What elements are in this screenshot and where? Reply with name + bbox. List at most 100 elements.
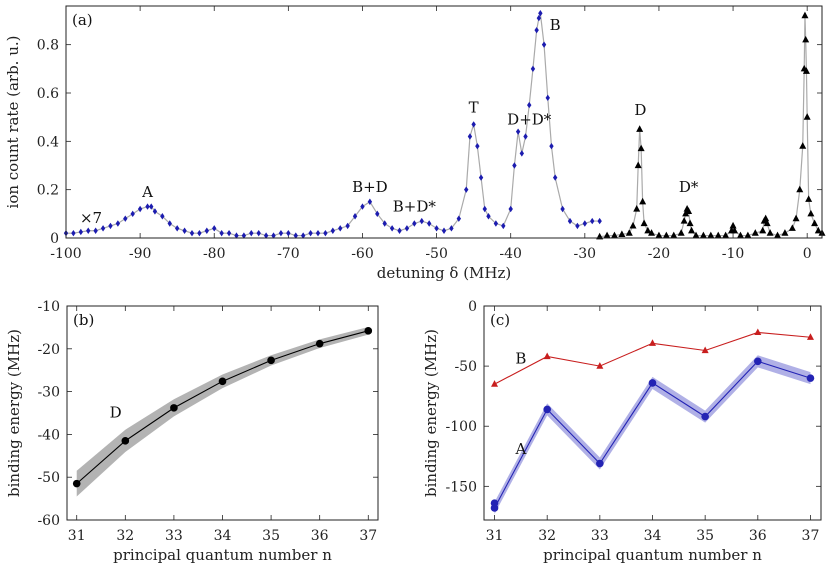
data-point	[182, 227, 187, 234]
x-tick-label: 33	[591, 528, 609, 544]
x-tick-label: 37	[802, 528, 820, 544]
series-1	[596, 11, 826, 240]
x-tick-label: 32	[116, 528, 134, 544]
x-axis-label: detuning δ (MHz)	[377, 264, 512, 282]
data-point	[677, 229, 685, 236]
data-point	[637, 144, 645, 152]
annotation-label: A	[141, 183, 153, 201]
data-point	[754, 357, 762, 366]
data-point	[781, 229, 789, 236]
data-point	[722, 231, 730, 239]
data-point	[441, 227, 447, 234]
data-point	[130, 210, 135, 218]
x-tick-label: -70	[277, 246, 300, 262]
data-point	[123, 215, 128, 222]
data-point	[491, 380, 499, 387]
annotation-label: B	[515, 350, 526, 368]
x-tick-label: 31	[486, 528, 504, 544]
data-point	[549, 142, 554, 150]
data-point	[754, 328, 762, 336]
data-point	[685, 207, 693, 215]
data-point	[490, 499, 499, 507]
annotation-label: D+D*	[507, 110, 552, 128]
data-point	[308, 229, 313, 237]
panel-label: (b)	[73, 311, 94, 329]
data-point	[629, 221, 637, 229]
data-point	[352, 213, 358, 220]
data-point	[467, 133, 473, 140]
y-tick-label: -40	[37, 427, 60, 443]
data-point	[759, 226, 767, 234]
data-point	[662, 231, 670, 239]
data-point	[648, 379, 657, 387]
data-point	[534, 26, 539, 34]
scale-note: ×7	[80, 209, 102, 227]
data-point	[597, 217, 602, 225]
data-point	[160, 213, 165, 220]
panel-label: (c)	[490, 311, 510, 329]
data-point	[751, 229, 759, 236]
y-tick-label: 0.2	[37, 183, 59, 199]
annotation-label: D	[634, 101, 646, 119]
series-line	[599, 15, 823, 238]
x-tick-label: -60	[351, 246, 374, 262]
data-point	[807, 209, 815, 217]
data-point	[456, 215, 462, 222]
y-axis-label: binding energy (MHz)	[5, 329, 23, 497]
data-point	[471, 121, 476, 128]
series-0	[491, 328, 814, 387]
annotation-label: B+D*	[393, 197, 437, 215]
data-point	[766, 229, 774, 236]
data-point	[197, 229, 202, 237]
data-point	[267, 356, 275, 365]
data-point	[512, 162, 517, 169]
x-tick-label: 34	[644, 528, 662, 544]
x-tick-label: -80	[203, 246, 226, 262]
y-tick-label: -50	[37, 470, 60, 486]
data-point	[806, 333, 814, 340]
data-point	[680, 217, 688, 224]
panel-b: 31 32 33 34 35 36 37 -60 -50 -40 -30 -20 -10 principa…	[5, 299, 379, 564]
data-point	[271, 232, 276, 239]
x-tick-label: -100	[50, 246, 81, 262]
data-point	[345, 222, 350, 230]
data-point	[360, 203, 365, 210]
data-point	[71, 229, 76, 237]
y-tick-label: 0.4	[37, 134, 59, 150]
data-point	[543, 405, 551, 414]
y-tick-label: -100	[446, 419, 477, 435]
data-point	[137, 205, 143, 213]
data-point	[644, 226, 652, 234]
data-point	[527, 101, 532, 109]
data-point	[263, 232, 269, 239]
data-point	[167, 220, 172, 227]
data-point	[523, 133, 528, 140]
data-point	[501, 222, 506, 230]
x-tick-label: -10	[722, 246, 745, 262]
data-point	[655, 231, 663, 239]
data-point	[100, 225, 106, 232]
data-point	[170, 404, 178, 412]
data-point	[618, 230, 626, 237]
data-point	[799, 142, 807, 149]
data-point	[493, 220, 499, 227]
data-point	[530, 65, 536, 73]
data-point	[482, 205, 487, 213]
data-point	[744, 231, 752, 239]
series-0	[63, 10, 602, 239]
data-point	[464, 186, 469, 193]
data-point	[806, 374, 815, 382]
data-point	[375, 210, 380, 218]
data-point	[802, 35, 810, 43]
y-tick-label: -10	[37, 299, 60, 315]
data-point	[803, 113, 811, 120]
plot-frame	[66, 305, 379, 521]
data-point	[300, 232, 306, 239]
x-tick-label: 36	[749, 528, 767, 544]
data-point	[701, 412, 709, 421]
data-point	[78, 228, 84, 236]
data-point	[434, 225, 439, 232]
y-axis-label: ion count rate (arb. u.)	[4, 36, 22, 209]
data-point	[419, 217, 424, 225]
data-point	[426, 220, 432, 227]
